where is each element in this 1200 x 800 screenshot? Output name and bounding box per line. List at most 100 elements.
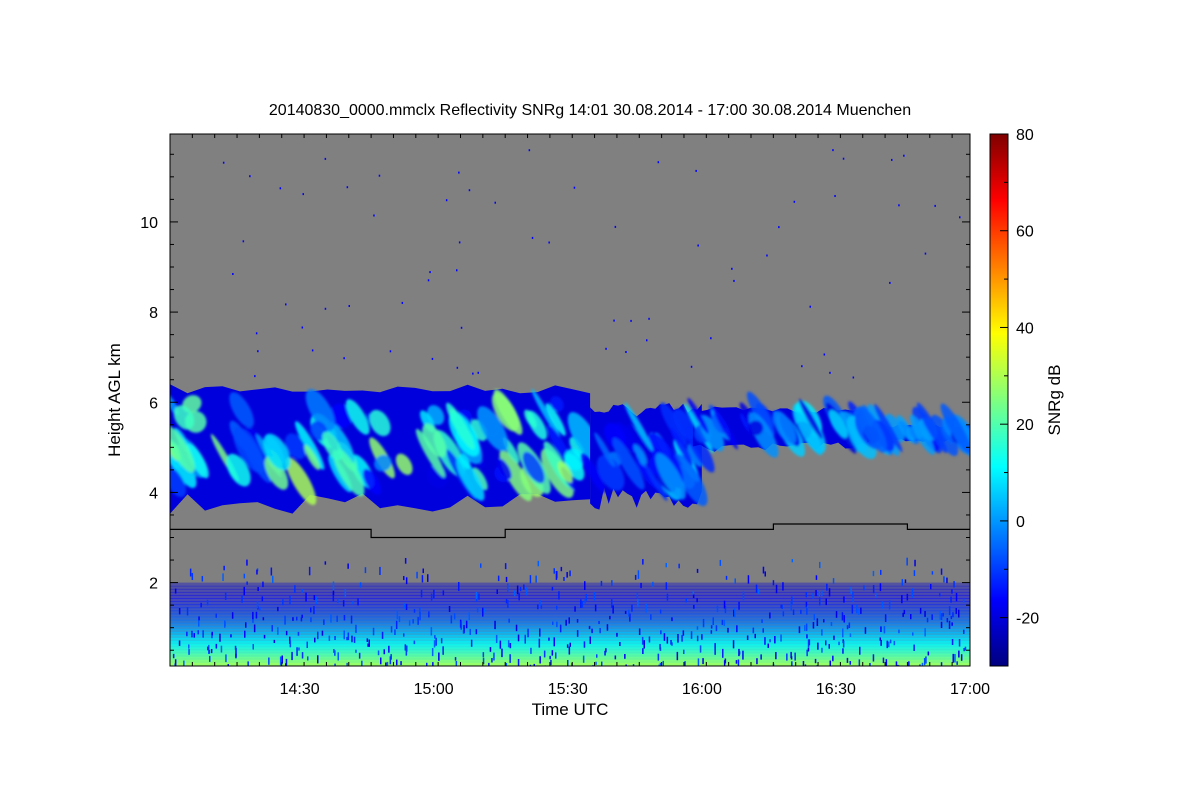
boundary-speck — [453, 613, 456, 620]
boundary-speck — [342, 600, 345, 607]
noise-pixel — [614, 225, 617, 228]
noise-pixel — [646, 339, 648, 342]
y-tick-label: 8 — [149, 305, 158, 322]
boundary-speck — [215, 613, 217, 618]
boundary-row — [170, 594, 970, 599]
plot-area: 14:30 15:00 15:30 16:00 16:30 17:00 2 4 6 8 10 — [140, 133, 990, 698]
boundary-speck — [178, 640, 181, 646]
boundary-speck — [624, 654, 626, 659]
noise-pixel — [494, 201, 496, 204]
cloud-streak — [748, 420, 764, 436]
boundary-speck — [594, 604, 597, 612]
boundary-speck — [913, 570, 916, 576]
boundary-speck — [696, 626, 699, 630]
boundary-speck — [186, 631, 188, 637]
boundary-speck — [357, 598, 359, 606]
boundary-speck — [956, 661, 958, 665]
boundary-speck — [658, 664, 660, 666]
boundary-speck — [611, 599, 613, 608]
boundary-speck — [337, 652, 339, 661]
boundary-speck — [926, 617, 929, 623]
boundary-speck — [483, 608, 485, 613]
boundary-speck — [786, 653, 788, 661]
boundary-speck — [507, 600, 509, 608]
boundary-speck — [334, 650, 336, 656]
boundary-row — [170, 604, 970, 609]
boundary-speck — [454, 657, 457, 661]
boundary-speck — [842, 640, 845, 648]
boundary-speck — [494, 620, 496, 630]
boundary-speck — [665, 582, 668, 590]
colorbar-tick-label: 80 — [1016, 127, 1034, 144]
noise-pixel — [324, 307, 327, 310]
boundary-speck — [958, 650, 960, 658]
noise-pixel — [924, 252, 927, 255]
boundary-speck — [551, 586, 554, 591]
boundary-speck — [432, 662, 434, 666]
boundary-speck — [856, 604, 858, 614]
boundary-speck — [580, 599, 582, 608]
boundary-speck — [310, 617, 312, 623]
boundary-speck — [259, 606, 261, 611]
boundary-speck — [849, 633, 852, 637]
boundary-speck — [455, 661, 458, 666]
boundary-speck — [489, 647, 492, 652]
boundary-speck — [430, 627, 433, 636]
cloud-streak — [673, 453, 708, 506]
cloud-streak — [660, 402, 688, 446]
boundary-speck — [298, 647, 300, 651]
boundary-speck — [463, 625, 465, 634]
boundary-speck — [294, 585, 296, 593]
boundary-speck — [351, 635, 353, 643]
boundary-speck — [692, 590, 695, 595]
boundary-speck — [403, 603, 406, 609]
boundary-speck — [396, 610, 399, 620]
noise-pixel — [346, 186, 349, 189]
boundary-speck — [285, 663, 287, 666]
boundary-speck — [505, 663, 508, 666]
boundary-speck — [537, 560, 540, 567]
boundary-speck — [334, 663, 336, 666]
cloud-streak — [186, 443, 209, 479]
boundary-speck — [246, 581, 248, 585]
boundary-speck — [442, 646, 444, 655]
boundary-row — [170, 666, 970, 670]
cloud-streaks — [581, 402, 715, 506]
boundary-speck — [317, 631, 319, 640]
boundary-speck — [493, 652, 495, 661]
noise-pixel — [429, 271, 431, 274]
noise-pixel — [832, 149, 834, 152]
boundary-speck — [405, 577, 408, 585]
boundary-speck — [202, 630, 204, 638]
boundary-speck — [612, 605, 614, 614]
boundary-speck — [535, 575, 537, 583]
noise-pixel — [531, 236, 534, 239]
boundary-speck — [313, 595, 316, 601]
boundary-speck — [496, 589, 498, 594]
boundary-speck — [566, 572, 568, 578]
boundary-speck — [883, 626, 886, 634]
boundary-speck — [507, 583, 509, 592]
boundary-speck — [566, 644, 569, 648]
boundary-speck — [408, 620, 411, 626]
boundary-speck — [277, 606, 279, 612]
cloud-streak — [173, 405, 195, 430]
noise-pixel — [279, 187, 282, 190]
boundary-speck — [681, 635, 683, 642]
boundary-speck — [872, 570, 875, 577]
cloud-streak — [685, 426, 715, 473]
boundary-speck — [940, 568, 943, 575]
boundary-speck — [842, 648, 844, 654]
boundary-speck — [611, 580, 613, 586]
boundary-speck — [301, 614, 303, 618]
boundary-speck — [666, 636, 669, 644]
boundary-speck — [821, 629, 823, 636]
boundary-speck — [271, 625, 273, 632]
boundary-speck — [518, 593, 520, 601]
cloud-streak — [885, 413, 905, 443]
boundary-speck — [364, 567, 367, 574]
boundary-speck — [912, 632, 914, 636]
cloud-streak — [624, 402, 654, 452]
boundary-speck — [710, 630, 713, 634]
noise-pixel — [254, 375, 256, 378]
